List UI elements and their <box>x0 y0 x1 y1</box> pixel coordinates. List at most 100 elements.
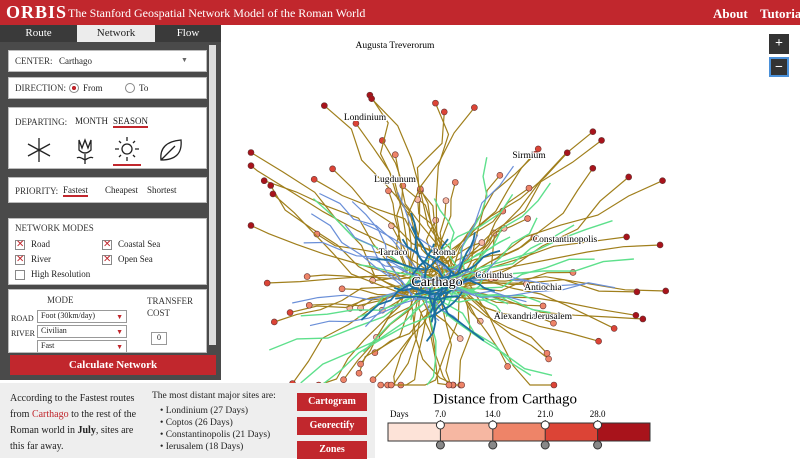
site[interactable] <box>662 287 670 295</box>
map[interactable]: Augusta Treverorum Londinium Sirmium Lugdun… <box>221 25 800 458</box>
site[interactable] <box>338 285 346 293</box>
legend-handle[interactable] <box>540 440 550 450</box>
legend-handle[interactable] <box>488 420 498 430</box>
cost-input[interactable]: 0 <box>151 332 167 345</box>
site[interactable] <box>550 381 558 389</box>
tab[interactable]: Network <box>77 25 155 42</box>
site[interactable] <box>623 233 630 241</box>
scrollbar[interactable] <box>209 45 216 345</box>
select[interactable]: Carthago <box>59 56 92 66</box>
site[interactable] <box>525 184 533 192</box>
site[interactable] <box>442 197 450 204</box>
nav-link[interactable]: Tutorial <box>760 6 800 21</box>
site[interactable] <box>445 381 453 389</box>
site[interactable] <box>432 99 439 107</box>
site[interactable] <box>368 95 375 102</box>
site[interactable] <box>321 102 328 109</box>
checkbox[interactable]: ✕ <box>102 239 112 250</box>
legend-handle[interactable] <box>435 440 445 450</box>
site[interactable] <box>267 182 275 189</box>
site[interactable] <box>247 149 255 156</box>
winter-icon[interactable] <box>27 138 51 162</box>
site[interactable] <box>352 120 360 127</box>
select[interactable]: Civilian ▼ <box>37 325 127 338</box>
nav-link[interactable]: About <box>713 6 748 21</box>
site[interactable] <box>451 179 459 186</box>
site[interactable] <box>589 164 597 172</box>
legend-handle[interactable] <box>593 440 603 450</box>
legend-handle[interactable] <box>593 420 603 430</box>
site[interactable] <box>476 317 484 325</box>
site[interactable] <box>496 172 504 179</box>
site[interactable] <box>303 273 311 280</box>
toggle-option[interactable]: Shortest <box>147 185 177 195</box>
spring-icon[interactable] <box>76 138 94 164</box>
tab[interactable]: Route <box>0 25 77 42</box>
legend-handle[interactable] <box>488 440 498 450</box>
toggle-option[interactable]: Fastest <box>63 185 89 197</box>
site[interactable] <box>269 190 277 198</box>
action-button[interactable]: Zones <box>297 441 367 459</box>
site[interactable] <box>504 363 511 370</box>
select[interactable]: Fast ▼ <box>37 340 127 352</box>
site[interactable] <box>550 319 557 327</box>
checkbox[interactable]: ✕ <box>102 254 112 265</box>
site[interactable] <box>369 376 377 383</box>
site[interactable] <box>391 151 399 158</box>
site[interactable] <box>440 108 448 116</box>
site[interactable] <box>310 176 318 183</box>
site[interactable] <box>458 381 465 389</box>
calculate-button[interactable]: Calculate Network <box>10 355 216 375</box>
site[interactable] <box>633 288 641 296</box>
site[interactable] <box>595 337 602 345</box>
summer-icon[interactable] <box>115 137 139 161</box>
site[interactable] <box>632 311 640 319</box>
site[interactable] <box>471 104 478 111</box>
site[interactable] <box>305 301 313 309</box>
site[interactable] <box>387 381 395 389</box>
site[interactable] <box>524 215 531 222</box>
site[interactable] <box>247 162 255 170</box>
toggle-option[interactable]: SEASON <box>113 116 149 128</box>
autumn-icon[interactable] <box>160 139 182 161</box>
site[interactable] <box>329 165 336 173</box>
site[interactable] <box>610 325 618 332</box>
site[interactable] <box>432 216 440 224</box>
site[interactable] <box>263 279 271 287</box>
site[interactable] <box>625 173 632 181</box>
zoom-out[interactable]: − <box>769 57 789 77</box>
site[interactable] <box>340 376 347 383</box>
site[interactable] <box>260 177 268 185</box>
site[interactable] <box>639 315 647 323</box>
action-button[interactable]: Cartogram <box>297 393 367 411</box>
select[interactable]: Foot (30km/day) ▼ <box>37 310 127 323</box>
site[interactable] <box>656 241 664 249</box>
site[interactable] <box>357 360 364 368</box>
site[interactable] <box>385 187 392 195</box>
logo[interactable]: ORBIS <box>6 2 68 22</box>
action-button[interactable]: Georectify <box>297 417 367 435</box>
checkbox[interactable]: ✕ <box>15 254 25 265</box>
checkbox[interactable] <box>15 270 25 280</box>
site[interactable] <box>545 355 552 363</box>
site[interactable] <box>355 369 363 377</box>
site[interactable] <box>270 318 278 326</box>
site[interactable] <box>659 177 666 184</box>
site[interactable] <box>531 150 539 158</box>
site[interactable] <box>478 239 486 246</box>
zoom-in[interactable]: + <box>769 34 789 54</box>
site[interactable] <box>589 128 597 135</box>
site[interactable] <box>598 137 605 144</box>
site[interactable] <box>563 149 571 157</box>
radio[interactable] <box>125 83 135 93</box>
toggle-option[interactable]: MONTH <box>75 116 108 126</box>
site[interactable] <box>286 309 294 316</box>
site[interactable] <box>534 145 542 153</box>
site[interactable] <box>456 335 464 342</box>
site[interactable] <box>539 302 547 310</box>
site[interactable] <box>247 222 255 229</box>
legend-handle[interactable] <box>540 420 550 430</box>
checkbox[interactable]: ✕ <box>15 239 25 250</box>
legend-handle[interactable] <box>435 420 445 430</box>
radio[interactable] <box>69 83 79 93</box>
